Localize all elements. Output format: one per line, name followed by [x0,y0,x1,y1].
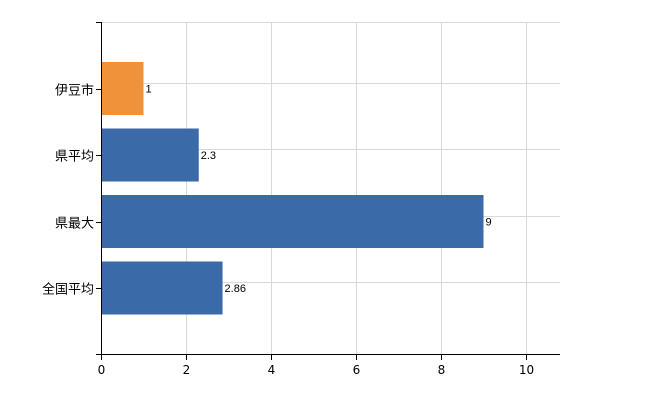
x-tick-label: 6 [353,363,361,377]
category-label-2: 県平均 [55,150,94,165]
x-tick-label: 4 [268,363,276,377]
x-tick-label: 2 [183,363,191,377]
x-tick-label: 8 [438,363,446,377]
bar-3 [101,195,484,248]
data-label-2: 2.3 [201,150,216,162]
category-label-4: 全国平均 [42,282,94,298]
x-tick-label: 0 [98,363,106,377]
data-label-4: 2.86 [225,283,246,295]
data-label-1: 1 [146,84,152,96]
bar-1 [101,62,144,115]
bar-4 [101,261,223,315]
data-label-3: 9 [486,217,492,229]
category-label-1: 伊豆市 [55,83,94,99]
bar-2 [101,128,199,182]
category-label-3: 県最大 [55,217,94,232]
x-tick-label: 10 [519,363,534,377]
